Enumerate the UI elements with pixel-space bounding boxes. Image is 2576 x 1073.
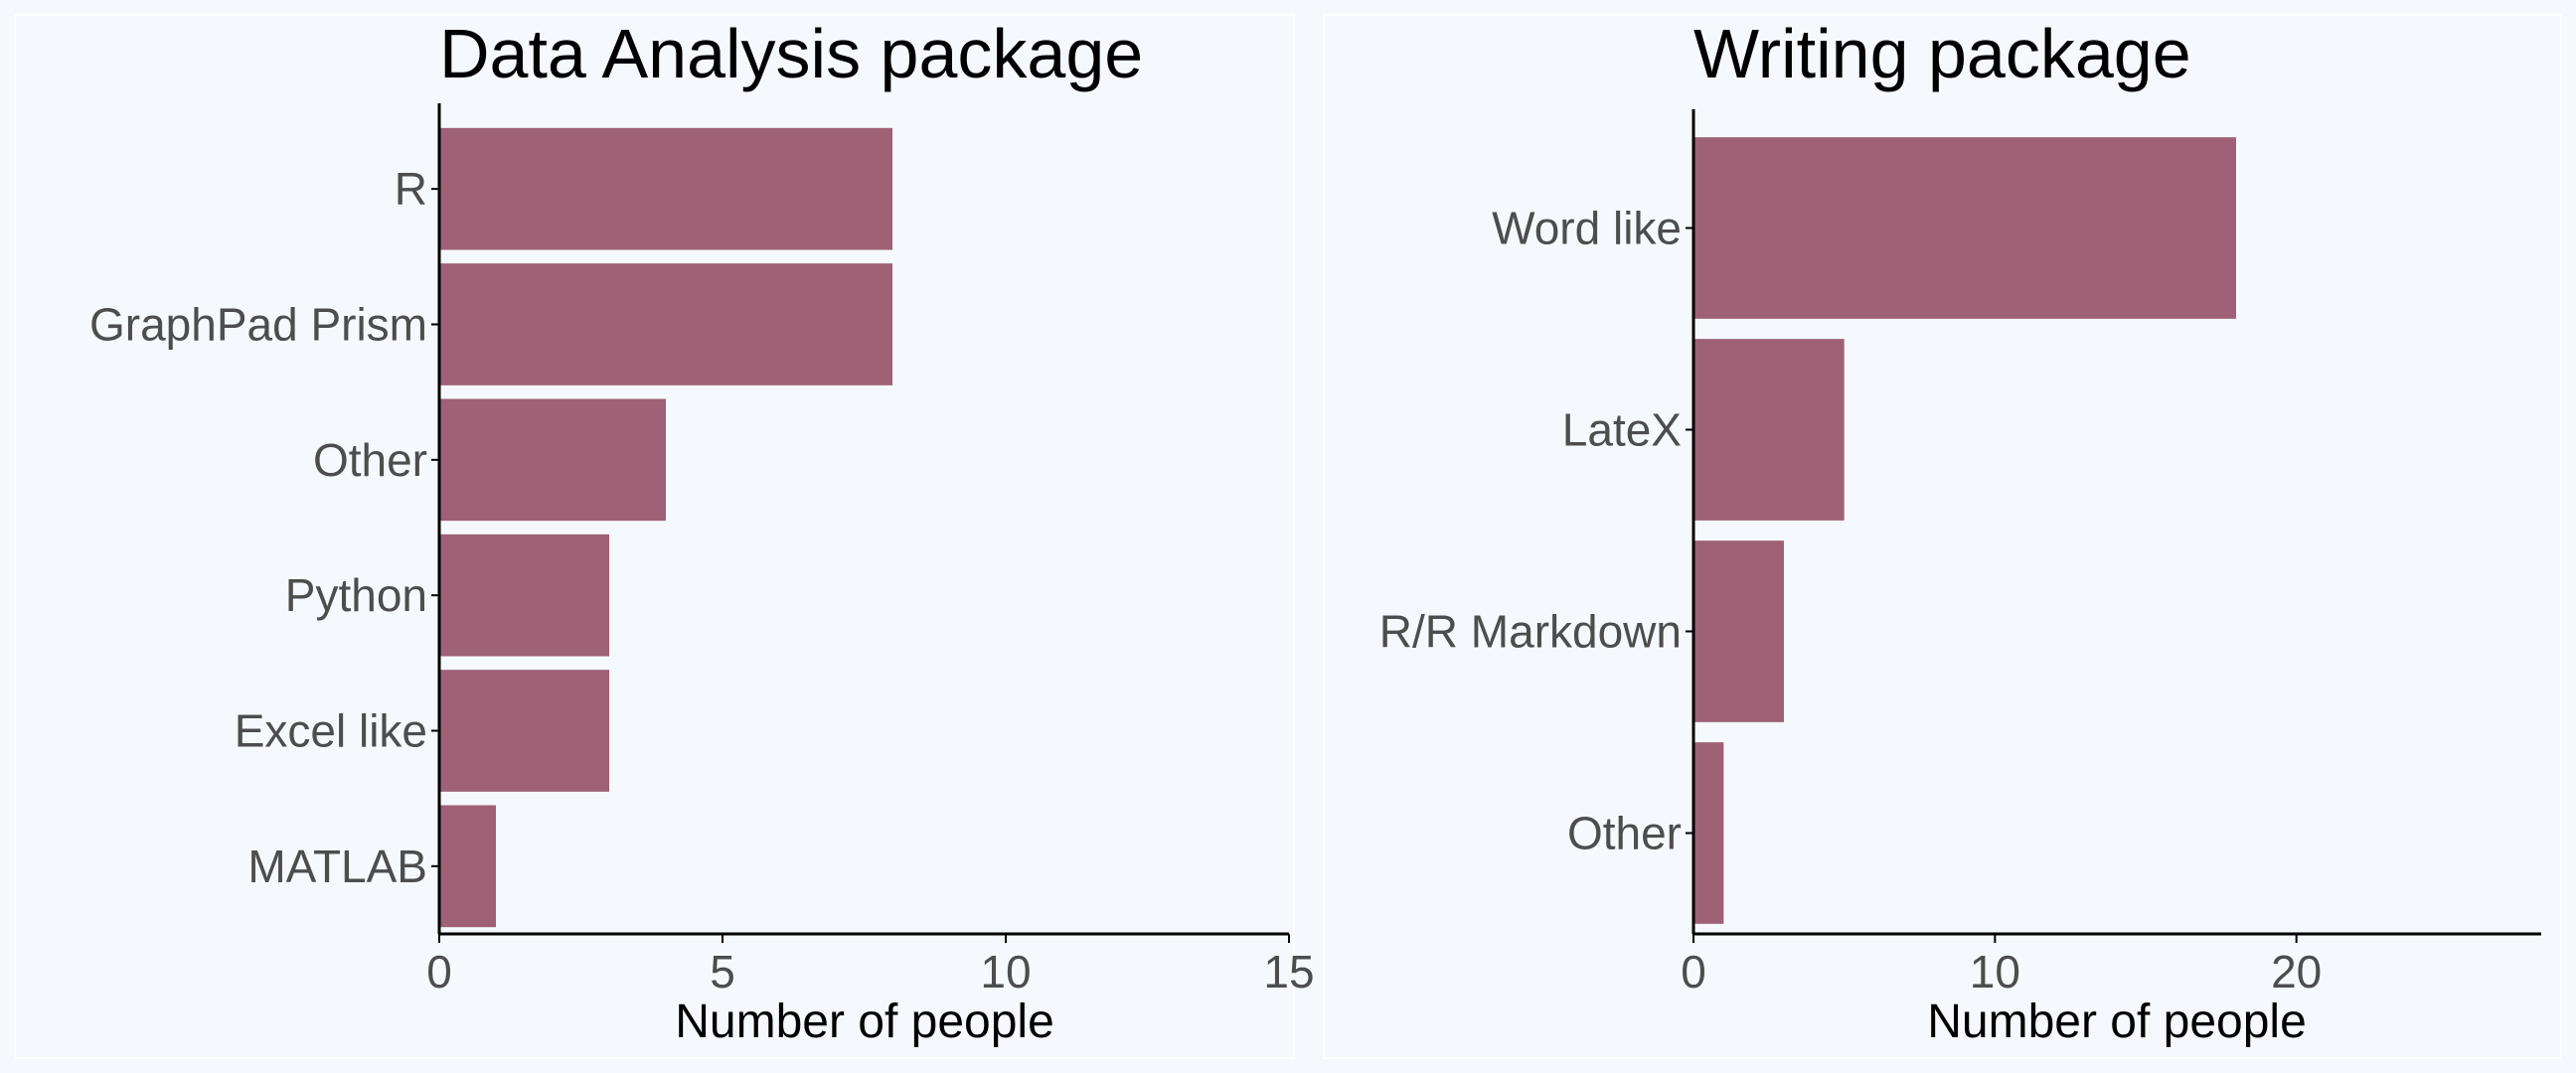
category-label: R/R Markdown — [1379, 606, 1682, 658]
bar — [1693, 540, 1784, 722]
panel-writing: Writing package Word like LateX R/R Markdo… — [1309, 0, 2576, 1073]
category-label: Word like — [1492, 203, 1682, 254]
bar — [1693, 339, 1845, 521]
bar — [439, 127, 892, 250]
x-tick-label: 10 — [1970, 946, 2020, 997]
bar — [439, 670, 609, 792]
bar-chart-writing: Word like LateX R/R Markdown Other 0 10 20Numb… — [1379, 109, 2541, 1048]
bar-chart-data-analysis: R GraphPad Prism Other Python Excel like MATL… — [89, 103, 1315, 1048]
x-tick-label: 20 — [2271, 946, 2322, 997]
chart-title: Data Analysis package — [439, 15, 1144, 92]
category-label: MATLAB — [247, 841, 427, 892]
x-tick-label: 5 — [710, 946, 735, 997]
category-label: Python — [285, 569, 427, 621]
category-label: GraphPad Prism — [89, 299, 427, 351]
bar — [1693, 742, 1724, 924]
bar — [439, 398, 666, 522]
x-tick-label: 10 — [980, 946, 1031, 997]
category-label: LateX — [1562, 404, 1682, 456]
x-tick-label: 0 — [426, 946, 452, 997]
bar — [439, 263, 892, 385]
category-label: Other — [1567, 808, 1682, 859]
bar — [439, 805, 496, 928]
category-label: Other — [313, 434, 427, 486]
category-label: R — [395, 163, 427, 215]
panel-data-analysis: Data Analysis package R GraphPad Prism Oth… — [14, 14, 1315, 1059]
bar — [439, 534, 609, 657]
bar — [1693, 137, 2236, 319]
category-label: Excel like — [235, 705, 427, 757]
x-axis-title: Number of people — [1927, 996, 2307, 1048]
x-tick-label: 0 — [1681, 946, 1706, 997]
x-tick-label: 15 — [1263, 946, 1314, 997]
x-axis-title: Number of people — [675, 996, 1054, 1048]
chart-title: Writing package — [1693, 15, 2191, 92]
